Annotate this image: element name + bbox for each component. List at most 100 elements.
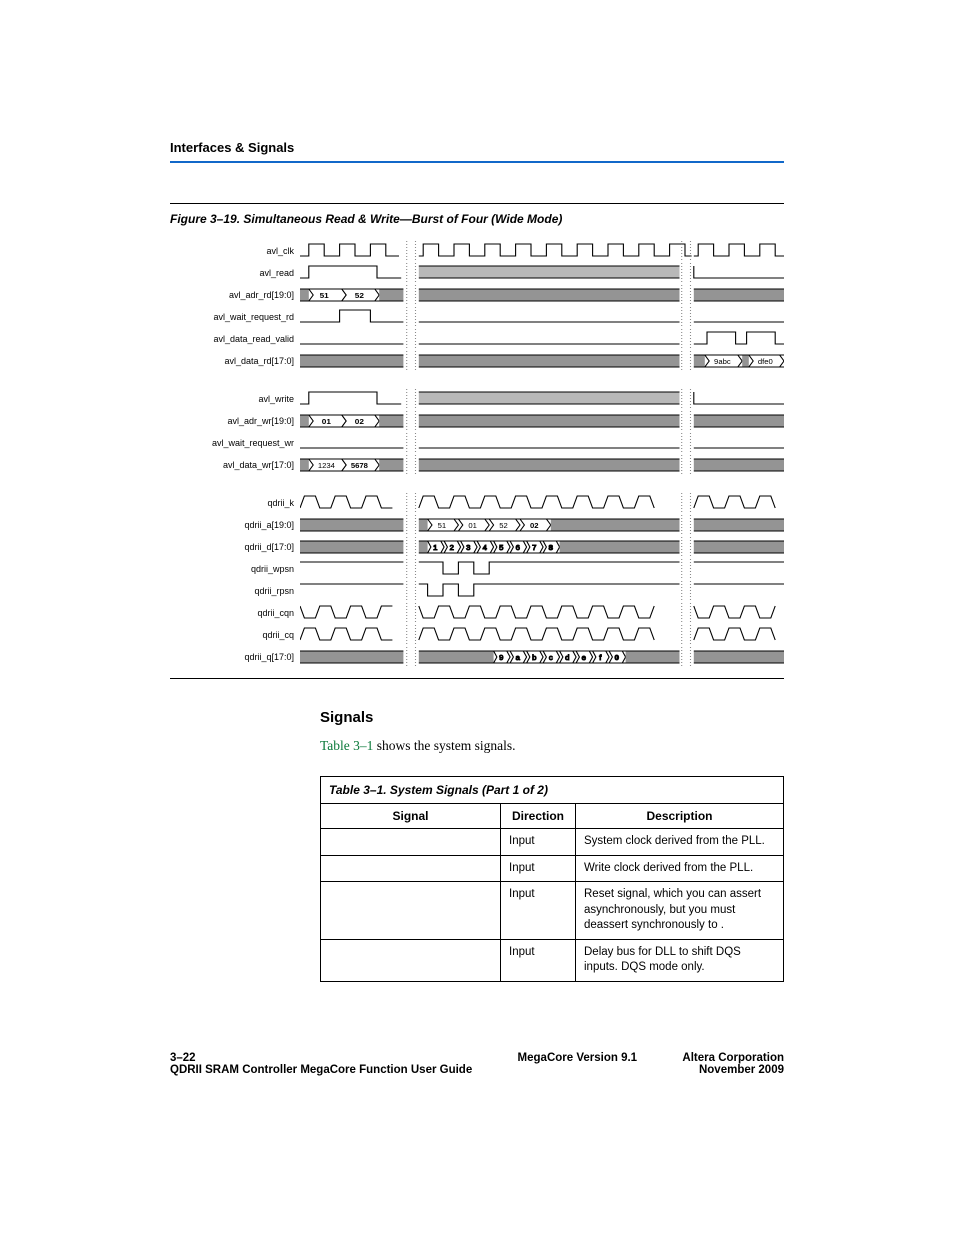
footer-company: Altera Corporation <box>682 1052 784 1064</box>
wave-avl-data-rd: 9abc dfe0 <box>300 351 784 371</box>
cell-description: Reset signal, which you can assert async… <box>576 882 784 940</box>
svg-text:1234: 1234 <box>318 461 335 470</box>
cell-direction: Input <box>501 855 576 882</box>
cell-description: Delay bus for DLL to shift DQS inputs. D… <box>576 939 784 981</box>
signal-row: qdrii_wpsn <box>170 558 784 580</box>
signal-label: avl_clk <box>170 246 300 256</box>
signal-row: avl_data_wr[17:0] 1234 5678 <box>170 454 784 476</box>
signal-row: qdrii_rpsn <box>170 580 784 602</box>
svg-text:8: 8 <box>549 543 553 552</box>
signal-row: qdrii_cqn <box>170 602 784 624</box>
signal-row: avl_write <box>170 388 784 410</box>
signal-label: avl_read <box>170 268 300 278</box>
table-row: Input Delay bus for DLL to shift DQS inp… <box>321 939 784 981</box>
system-signals-table: Table 3–1. System Signals (Part 1 of 2) … <box>320 776 784 982</box>
section-heading-signals: Signals <box>320 709 784 726</box>
signal-row: avl_data_rd[17:0] 9abc dfe0 <box>170 350 784 372</box>
svg-text:b: b <box>532 653 536 662</box>
cell-description: Write clock derived from the PLL. <box>576 855 784 882</box>
wave-qdrii-d: 1 2 3 4 5 6 7 8 <box>300 537 784 557</box>
table-header-description: Description <box>576 804 784 829</box>
signal-row: avl_adr_wr[19:0] 01 02 <box>170 410 784 432</box>
svg-text:4: 4 <box>483 543 487 552</box>
signal-label: qdrii_a[19:0] <box>170 520 300 530</box>
page-footer: 3–22 QDRII SRAM Controller MegaCore Func… <box>170 1052 784 1076</box>
wave-qdrii-q: 9 a b c d e f 0 <box>300 647 784 667</box>
wave-avl-adr-rd: 51 52 <box>300 285 784 305</box>
signal-label: avl_data_read_valid <box>170 334 300 344</box>
wave-avl-wait-wr <box>300 433 784 453</box>
svg-text:52: 52 <box>499 521 508 530</box>
svg-text:51: 51 <box>320 291 330 300</box>
svg-text:5: 5 <box>499 543 503 552</box>
signal-label: qdrii_rpsn <box>170 586 300 596</box>
wave-qdrii-cqn <box>300 603 784 623</box>
svg-text:0: 0 <box>615 653 619 662</box>
footer-version: MegaCore Version 9.1 <box>518 1052 638 1064</box>
signal-row: qdrii_d[17:0] 1 2 3 4 5 6 7 8 <box>170 536 784 558</box>
signal-label: avl_adr_wr[19:0] <box>170 416 300 426</box>
table-header-direction: Direction <box>501 804 576 829</box>
svg-text:dfe0: dfe0 <box>758 357 773 366</box>
signal-row: avl_read <box>170 262 784 284</box>
signal-label: avl_data_wr[17:0] <box>170 460 300 470</box>
table-row: Input System clock derived from the PLL. <box>321 829 784 856</box>
signal-label: avl_wait_request_wr <box>170 438 300 448</box>
svg-text:51: 51 <box>438 521 447 530</box>
footer-guide-title: QDRII SRAM Controller MegaCore Function … <box>170 1064 472 1076</box>
svg-text:02: 02 <box>355 417 365 426</box>
wave-qdrii-k <box>300 493 784 513</box>
signal-label: qdrii_cq <box>170 630 300 640</box>
svg-text:6: 6 <box>516 543 520 552</box>
figure-top-rule <box>170 203 784 204</box>
signal-label: qdrii_k <box>170 498 300 508</box>
signal-row: avl_wait_request_rd <box>170 306 784 328</box>
svg-text:5678: 5678 <box>351 461 368 470</box>
svg-text:2: 2 <box>450 543 454 552</box>
svg-text:52: 52 <box>355 291 365 300</box>
intro-paragraph: Table 3–1 shows the system signals. <box>320 738 784 754</box>
signal-label: qdrii_wpsn <box>170 564 300 574</box>
cell-direction: Input <box>501 882 576 940</box>
figure-caption: Figure 3–19. Simultaneous Read & Write—B… <box>170 212 784 226</box>
svg-text:01: 01 <box>468 521 477 530</box>
wave-qdrii-wpsn <box>300 559 784 579</box>
wave-avl-adr-wr: 01 02 <box>300 411 784 431</box>
svg-text:9abc: 9abc <box>714 357 731 366</box>
svg-text:1: 1 <box>433 543 437 552</box>
footer-date: November 2009 <box>699 1064 784 1076</box>
cell-signal <box>321 882 501 940</box>
table-title: Table 3–1. System Signals (Part 1 of 2) <box>321 777 784 804</box>
cell-signal <box>321 855 501 882</box>
signal-label: avl_wait_request_rd <box>170 312 300 322</box>
signal-row: qdrii_q[17:0] 9 a b c d e f 0 <box>170 646 784 668</box>
signal-row: avl_adr_rd[19:0] 51 52 <box>170 284 784 306</box>
cell-direction: Input <box>501 829 576 856</box>
signal-row: avl_clk <box>170 240 784 262</box>
signal-label: avl_data_rd[17:0] <box>170 356 300 366</box>
svg-text:9: 9 <box>499 653 503 662</box>
signal-label: qdrii_cqn <box>170 608 300 618</box>
svg-text:02: 02 <box>530 521 539 530</box>
wave-avl-data-wr: 1234 5678 <box>300 455 784 475</box>
svg-text:01: 01 <box>322 417 332 426</box>
cell-direction: Input <box>501 939 576 981</box>
table-reference-link[interactable]: Table 3–1 <box>320 738 373 753</box>
wave-avl-write <box>300 389 784 409</box>
svg-text:c: c <box>549 653 553 662</box>
cell-description: System clock derived from the PLL. <box>576 829 784 856</box>
wave-qdrii-a: 51 01 52 02 <box>300 515 784 535</box>
signal-label: avl_adr_rd[19:0] <box>170 290 300 300</box>
page-header-section: Interfaces & Signals <box>170 140 784 163</box>
wave-avl-clk <box>300 241 784 261</box>
intro-text: shows the system signals. <box>373 738 515 753</box>
signal-label: avl_write <box>170 394 300 404</box>
timing-diagram: avl_clk avl_read <box>170 240 784 679</box>
signal-row: qdrii_a[19:0] 51 01 52 02 <box>170 514 784 536</box>
cell-signal <box>321 939 501 981</box>
signal-row: avl_data_read_valid <box>170 328 784 350</box>
svg-text:d: d <box>565 653 569 662</box>
svg-text:e: e <box>582 653 586 662</box>
svg-text:3: 3 <box>466 543 470 552</box>
cell-signal <box>321 829 501 856</box>
